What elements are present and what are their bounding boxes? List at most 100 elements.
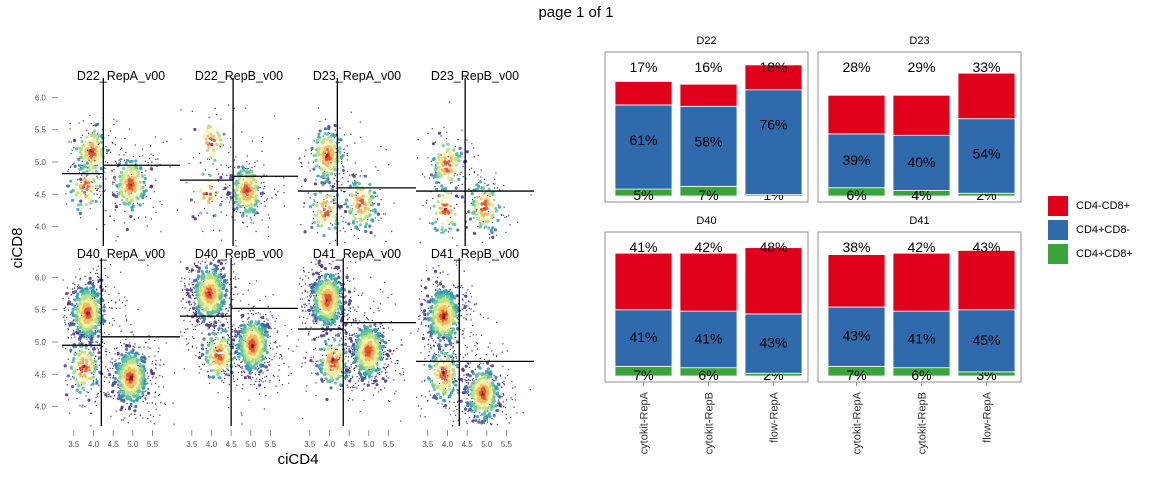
data-label: 42% <box>907 239 935 255</box>
data-label: 76% <box>759 117 787 133</box>
x-tick-label: 5.0 <box>481 440 493 449</box>
bar-segment-cd4negcd8pos <box>892 94 951 136</box>
data-label: 48% <box>759 239 787 255</box>
bar-segment-cd4poscd8neg <box>892 134 951 191</box>
facet-d23-repa-v00: D23_RepA_v00 <box>298 69 416 246</box>
facet-d23-repb-v00: D23_RepB_v00 <box>416 69 534 247</box>
density-cluster <box>419 167 485 244</box>
x-tick-label: 4.5 <box>108 440 120 449</box>
density-cluster <box>301 310 388 420</box>
data-label: 43% <box>972 239 1000 255</box>
x-tick-label: 5.5 <box>147 440 159 449</box>
x-tick-label: 4.0 <box>442 440 454 449</box>
bar-segment-cd4poscd8neg <box>614 309 673 367</box>
density-cluster <box>186 146 227 233</box>
category-label: cytokit-RepB <box>704 392 716 454</box>
legend-swatch <box>1048 219 1068 240</box>
data-label: 40% <box>907 154 935 170</box>
legend-label: CD4+CD8+ <box>1076 247 1133 260</box>
flow-density-chart: ciCD8 ciCD4 D22_RepA_v004.04.55.05.56.0D… <box>9 69 534 468</box>
density-cluster <box>417 261 491 383</box>
panel-frame <box>604 231 809 383</box>
data-label: 28% <box>842 59 870 75</box>
x-tick-label: 4.0 <box>206 440 218 449</box>
density-cluster <box>180 318 254 409</box>
data-label: 7% <box>698 187 718 203</box>
facet-d41-repa-v00: D41_RepA_v00 3.5 4.0 4.5 5.0 5.5 <box>298 247 416 449</box>
legend-swatch <box>1048 243 1068 264</box>
bar-segment-cd4poscd8neg <box>957 118 1016 194</box>
data-label: 42% <box>694 239 722 255</box>
category-label: flow-RepA <box>769 391 781 442</box>
x-tick-label: 4.5 <box>226 440 238 449</box>
panel-title: D41 <box>909 215 929 227</box>
data-label: 33% <box>972 59 1000 75</box>
y-tick-label: 6.0 <box>35 93 47 102</box>
x-tick-label: 3.5 <box>422 440 434 449</box>
facet-title: D22_RepA_v00 <box>77 69 165 83</box>
panel-title: D22 <box>696 35 716 47</box>
bar-segment-cd4poscd8neg <box>614 104 673 190</box>
legend-swatch <box>1048 195 1068 216</box>
density-cluster <box>330 148 395 244</box>
data-label: 41% <box>629 239 657 255</box>
panel-frame <box>817 51 1022 203</box>
panel-title: D23 <box>909 35 929 47</box>
density-cluster <box>207 280 299 425</box>
data-label: 18% <box>759 59 787 75</box>
data-label: 6% <box>698 367 718 383</box>
density-cluster <box>445 321 532 426</box>
bar-panel-d40: D40 7% 41% 41% cytokit-RepA 6% 41% 42% cytokit-R… <box>604 215 809 454</box>
x-tick-label: 5.5 <box>265 440 277 449</box>
data-label: 41% <box>907 330 935 346</box>
bar-segment-cd4negcd8pos <box>827 94 886 135</box>
density-cluster <box>204 115 286 247</box>
y-tick-label: 4.0 <box>35 403 47 412</box>
bar-segment-cd4negcd8pos <box>744 247 803 315</box>
data-label: 58% <box>694 133 722 149</box>
density-cluster <box>322 281 412 422</box>
facet-d40-repa-v00: D40_RepA_v00 4.0 4.5 5.0 5.5 6.0 3.5 4.0 4.5 5.0 5… <box>35 247 180 449</box>
bar-panel-d41: D41 7% 43% 38% cytokit-RepA 6% 41% 42% cytokit-R… <box>817 215 1022 454</box>
bar-segment-cd4poscd8neg <box>679 105 738 187</box>
data-label: 5% <box>633 187 653 203</box>
panel-title: D40 <box>696 215 716 227</box>
category-label: cytokit-RepA <box>639 391 651 454</box>
legend-item-cd4neg-cd8pos: CD4-CD8+ <box>1048 194 1133 217</box>
density-cluster <box>63 311 113 427</box>
facet-title: D40_RepA_v00 <box>77 247 165 261</box>
data-label: 29% <box>907 59 935 75</box>
facet-title: D41_RepA_v00 <box>313 247 401 261</box>
x-tick-label: 4.0 <box>88 440 100 449</box>
data-label: 6% <box>911 367 931 383</box>
bar-segment-cd4negcd8pos <box>892 252 951 312</box>
facet-d22-repa-v00: D22_RepA_v00 4.0 4.5 5.0 5.5 6.0 <box>35 69 180 246</box>
x-tick-label: 4.0 <box>324 440 336 449</box>
facet-d22-repb-v00: D22_RepB_v00 <box>180 69 298 247</box>
category-label: flow-RepA <box>982 391 994 442</box>
x-tick-label: 5.0 <box>363 440 375 449</box>
bar-segment-cd4poscd8neg <box>827 133 886 189</box>
y-tick-label: 6.0 <box>35 273 47 282</box>
panel-frame <box>604 51 809 203</box>
facet-title: D41_RepB_v00 <box>431 247 519 261</box>
data-label: 7% <box>633 367 653 383</box>
x-tick-label: 3.5 <box>68 440 80 449</box>
density-cluster <box>180 258 251 361</box>
density-cluster <box>62 264 149 371</box>
data-label: 16% <box>694 59 722 75</box>
data-label: 4% <box>911 187 931 203</box>
panel-frame <box>817 231 1022 383</box>
bar-segment-cd4poscd8neg <box>957 309 1016 373</box>
bar-segment-cd4negcd8pos <box>957 250 1016 311</box>
bar-segment-cd4negcd8pos <box>679 252 738 312</box>
legend: CD4-CD8+ CD4+CD8- CD4+CD8+ <box>1048 194 1133 266</box>
facet-d41-repb-v00: D41_RepB_v00 3.5 4.0 4.5 5.0 5.5 <box>416 247 534 449</box>
bar-segment-cd4negcd8pos <box>614 252 673 311</box>
legend-label: CD4+CD8- <box>1076 223 1131 236</box>
data-label: 41% <box>694 330 722 346</box>
category-label: cytokit-RepA <box>852 391 864 454</box>
density-cluster <box>92 128 178 242</box>
density-cluster <box>456 154 532 247</box>
bar-segment-cd4negcd8pos <box>679 83 738 107</box>
